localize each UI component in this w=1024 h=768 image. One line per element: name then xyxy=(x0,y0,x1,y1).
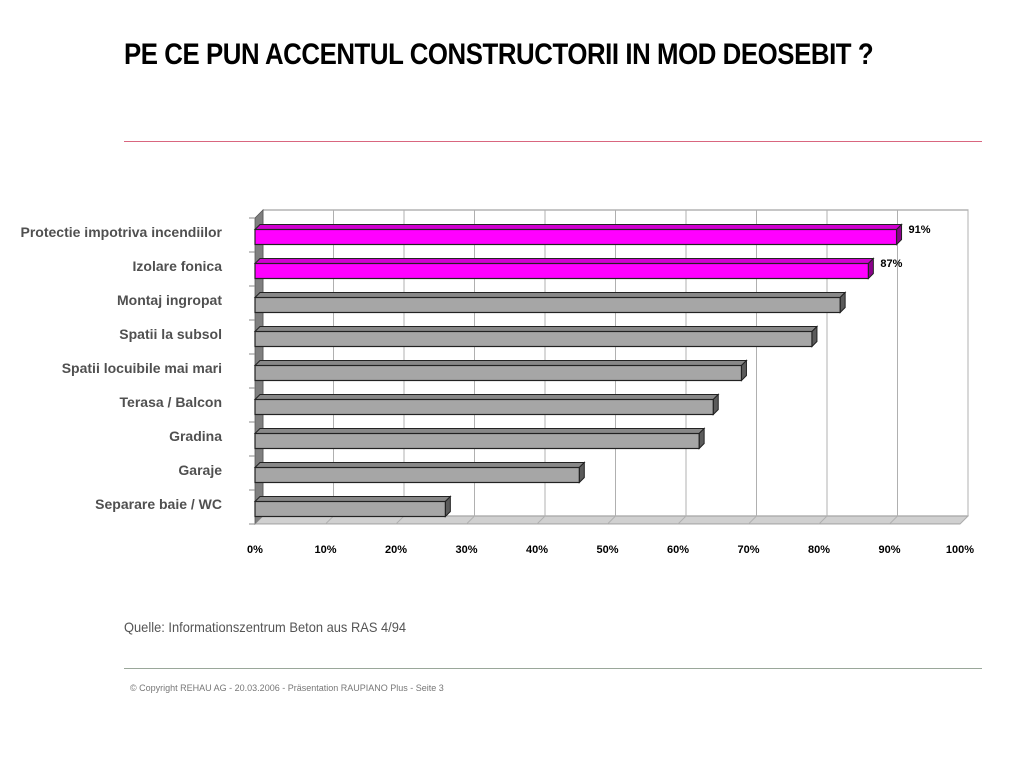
bar xyxy=(254,398,714,416)
bar xyxy=(254,296,841,314)
page-title: PE CE PUN ACCENTUL CONSTRUCTORII IN MOD … xyxy=(124,38,874,71)
x-axis-ticks: 0% 10% 20% 30% 40% 50% 60% 70% 80% 90% 100% xyxy=(247,544,974,556)
source-note: Quelle: Informationszentrum Beton aus RA… xyxy=(124,619,407,635)
category-label: Spatii locuibile mai mari xyxy=(62,360,222,376)
x-tick-label: 90% xyxy=(878,544,900,556)
data-label: 91% xyxy=(909,224,931,236)
bar-top xyxy=(253,428,706,434)
bar-chart: 91% 87% Protectie impotriva incendiilor Iz… xyxy=(21,209,974,556)
bar-top xyxy=(253,224,903,230)
data-label: 87% xyxy=(880,258,902,270)
bar-top xyxy=(253,360,748,366)
x-tick-label: 10% xyxy=(314,544,336,556)
category-label: Garaje xyxy=(178,462,222,478)
category-label: Separare baie / WC xyxy=(95,496,222,512)
gridline-floor xyxy=(748,515,757,525)
gridline-floor xyxy=(889,515,898,525)
bar-top xyxy=(253,292,847,298)
bar-top xyxy=(253,394,720,400)
gridline-floor xyxy=(536,515,546,525)
gridline-floor xyxy=(607,515,616,525)
footer-divider xyxy=(124,668,982,669)
bar xyxy=(254,262,869,280)
bar xyxy=(254,466,580,484)
gridline-floor xyxy=(677,515,687,525)
gridline-floor xyxy=(959,515,969,525)
bar-top xyxy=(253,462,586,468)
bars: 91% 87% xyxy=(253,223,931,518)
gridline-floor xyxy=(325,515,334,525)
x-tick-label: 20% xyxy=(385,544,407,556)
gridline-floor xyxy=(395,515,405,525)
category-label: Gradina xyxy=(169,428,222,444)
x-tick-label: 40% xyxy=(526,544,548,556)
gridline-floor xyxy=(466,515,475,525)
category-label: Spatii la subsol xyxy=(119,326,222,342)
category-labels: Protectie impotriva incendiilor Izolare f… xyxy=(21,224,223,512)
x-tick-label: 30% xyxy=(455,544,477,556)
bar xyxy=(254,432,700,450)
footer-copyright: © Copyright REHAU AG - 20.03.2006 - Präs… xyxy=(130,683,444,693)
bar-top xyxy=(253,496,452,502)
bar xyxy=(254,330,813,348)
category-label: Izolare fonica xyxy=(133,258,223,274)
x-tick-label: 70% xyxy=(737,544,759,556)
x-tick-label: 50% xyxy=(596,544,618,556)
gridline-floor xyxy=(818,515,828,525)
category-label: Protectie impotriva incendiilor xyxy=(21,224,223,240)
category-label: Terasa / Balcon xyxy=(120,394,222,410)
x-tick-label: 60% xyxy=(667,544,689,556)
category-label: Montaj ingropat xyxy=(117,292,222,308)
title-divider xyxy=(124,141,982,142)
x-tick-label: 80% xyxy=(808,544,830,556)
bar xyxy=(254,364,743,382)
bar-top xyxy=(253,326,819,332)
x-tick-label: 100% xyxy=(946,544,974,556)
bar-top xyxy=(253,258,875,264)
x-tick-label: 0% xyxy=(247,544,263,556)
bar xyxy=(254,500,446,518)
bar xyxy=(254,228,898,246)
